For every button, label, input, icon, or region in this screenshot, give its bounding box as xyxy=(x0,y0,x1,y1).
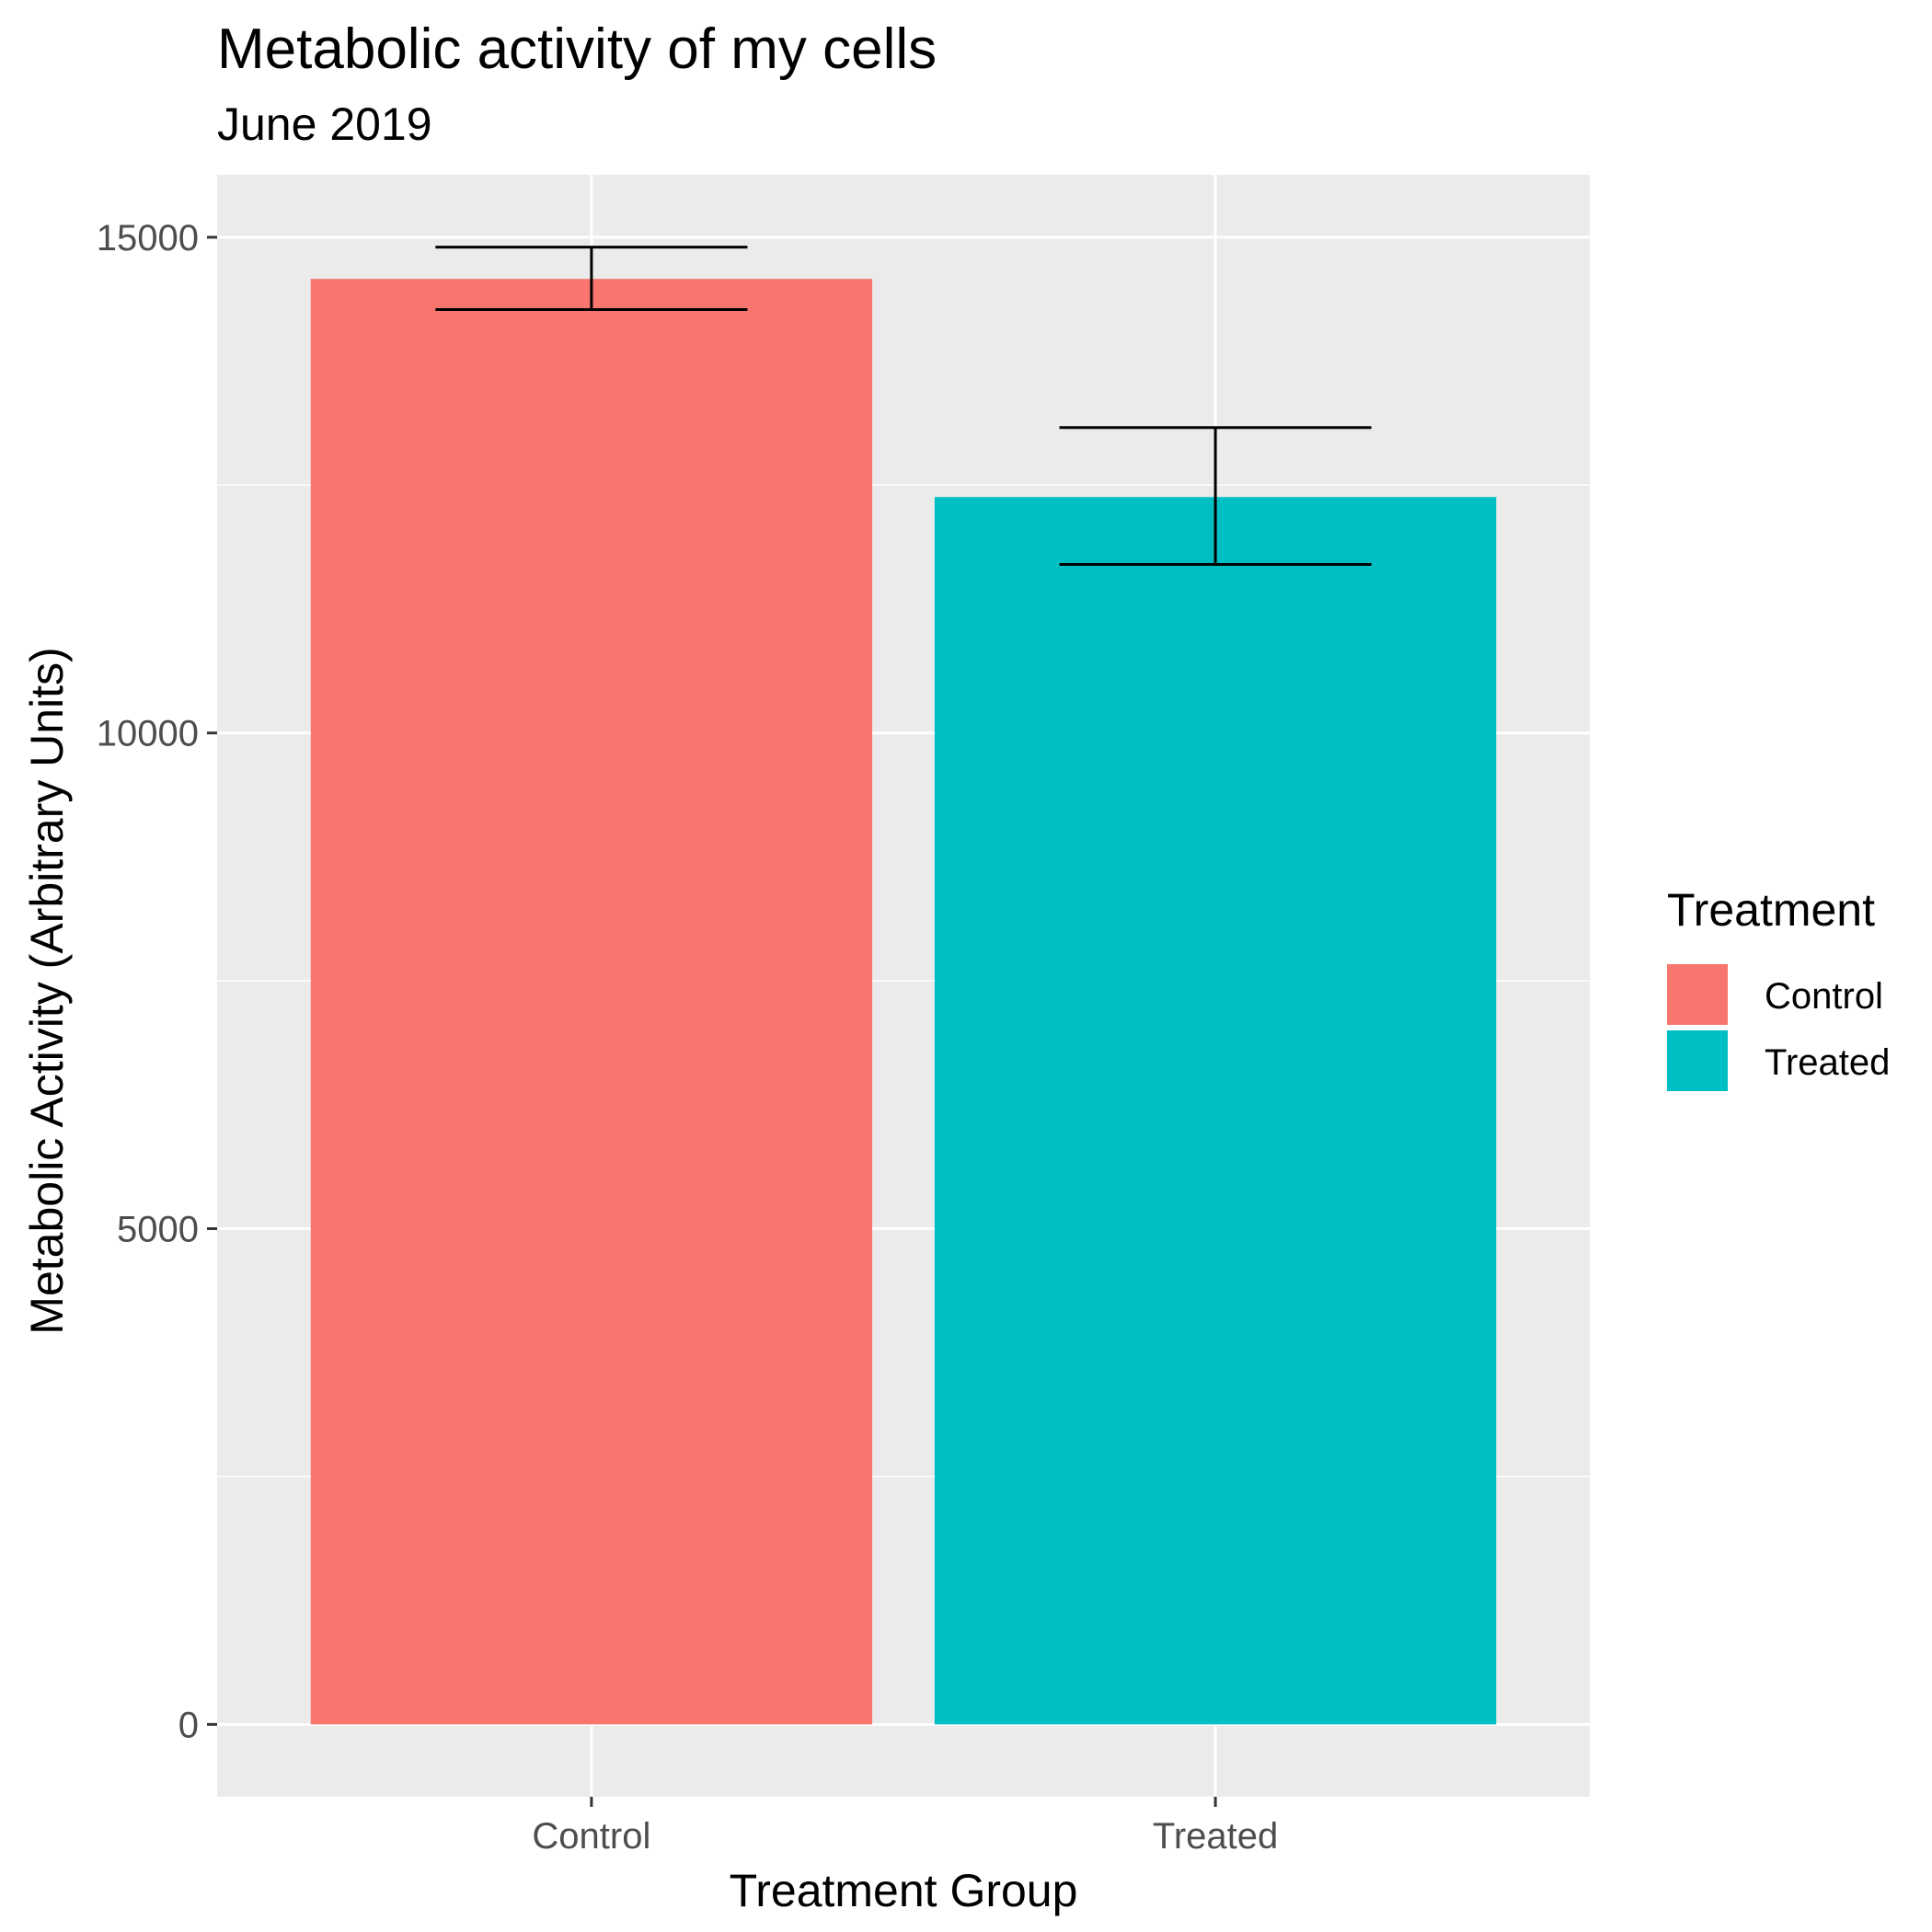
legend-label-treated: Treated xyxy=(1765,1042,1890,1083)
error-bars xyxy=(435,246,1372,567)
y-tick-label: 10000 xyxy=(97,714,199,754)
error-bar-control xyxy=(435,246,748,312)
bar-treated xyxy=(934,497,1497,1725)
bar-control xyxy=(310,279,873,1725)
y-tick-label: 15000 xyxy=(97,218,199,259)
legend-label-control: Control xyxy=(1765,976,1883,1017)
x-tick-label: Control xyxy=(532,1816,650,1857)
x-axis-title: Treatment Group xyxy=(730,1865,1078,1916)
chart-subtitle: June 2019 xyxy=(217,98,432,150)
x-tick-label: Treated xyxy=(1153,1816,1278,1857)
legend: Treatment Control Treated xyxy=(1667,884,1890,1091)
y-axis-title: Metabolic Activity (Arbitrary Units) xyxy=(21,647,73,1334)
y-tick-label: 0 xyxy=(178,1705,199,1745)
legend-key-control xyxy=(1667,964,1728,1025)
error-bar-treated xyxy=(1059,426,1372,567)
y-axis: 0 5000 10000 15000 xyxy=(97,218,217,1745)
x-axis: Control Treated xyxy=(532,1797,1278,1857)
y-tick-label: 5000 xyxy=(117,1210,199,1250)
bars xyxy=(310,279,1497,1725)
legend-title: Treatment xyxy=(1667,884,1875,936)
chart-title: Metabolic activity of my cells xyxy=(217,17,937,81)
legend-key-treated xyxy=(1667,1030,1728,1091)
